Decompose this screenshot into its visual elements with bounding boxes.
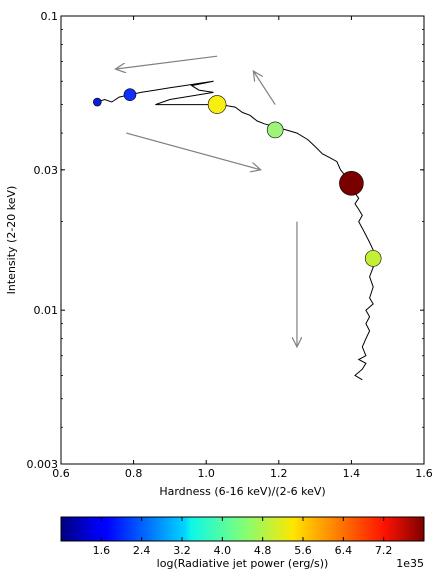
y-axis-title: Intensity (2-20 keV) bbox=[5, 186, 18, 295]
plot-area bbox=[93, 55, 382, 381]
x-tick-label: 1.0 bbox=[197, 467, 215, 480]
data-point-6 bbox=[364, 250, 382, 267]
y-tick-label: 0.03 bbox=[34, 164, 59, 177]
x-axis-title: Hardness (6-16 keV)/(2-6 keV) bbox=[159, 485, 325, 498]
y-tick-label: 0.1 bbox=[41, 10, 59, 23]
track-line bbox=[97, 80, 374, 381]
data-point-1 bbox=[93, 97, 102, 107]
data-point-4 bbox=[266, 121, 284, 139]
colorbar-tick-label: 3.2 bbox=[173, 544, 191, 557]
data-point-2 bbox=[123, 88, 137, 102]
colorbar-tick-label: 4.8 bbox=[254, 544, 272, 557]
plot-frame bbox=[60, 15, 425, 465]
y-tick-label: 0.003 bbox=[27, 458, 59, 471]
x-tick-label: 0.6 bbox=[52, 467, 70, 480]
x-axis: 0.6 0.8 1.0 1.2 1.4 1.6 bbox=[52, 16, 433, 480]
guide-arrow-1 bbox=[115, 55, 218, 69]
data-point-5 bbox=[339, 170, 364, 196]
colorbar-tick-label: 2.4 bbox=[133, 544, 151, 557]
x-tick-label: 1.4 bbox=[343, 467, 361, 480]
y-axis: 0.1 0.03 0.01 0.003 bbox=[27, 10, 424, 471]
colorbar-tick-label: 4.0 bbox=[214, 544, 232, 557]
x-tick-label: 0.8 bbox=[125, 467, 143, 480]
colorbar-multiplier: 1e35 bbox=[396, 557, 424, 570]
guide-arrow-3 bbox=[126, 132, 260, 170]
colorbar-tick-label: 6.4 bbox=[335, 544, 353, 557]
colorbar-label: log(Radiative jet power (erg/s)) bbox=[157, 557, 329, 570]
colorbar-tick-label: 5.6 bbox=[294, 544, 312, 557]
x-tick-label: 1.6 bbox=[415, 467, 433, 480]
colorbar-tick-label: 7.2 bbox=[375, 544, 393, 557]
colorbar: 1.6 2.4 3.2 4.0 4.8 5.6 6.4 7.2 bbox=[60, 516, 425, 557]
x-tick-label: 1.2 bbox=[270, 467, 288, 480]
data-point-3 bbox=[207, 95, 227, 114]
colorbar-tick-label: 1.6 bbox=[93, 544, 111, 557]
colorbar-bar bbox=[60, 516, 425, 542]
y-tick-label: 0.01 bbox=[34, 304, 59, 317]
guide-arrow-2 bbox=[253, 71, 276, 105]
